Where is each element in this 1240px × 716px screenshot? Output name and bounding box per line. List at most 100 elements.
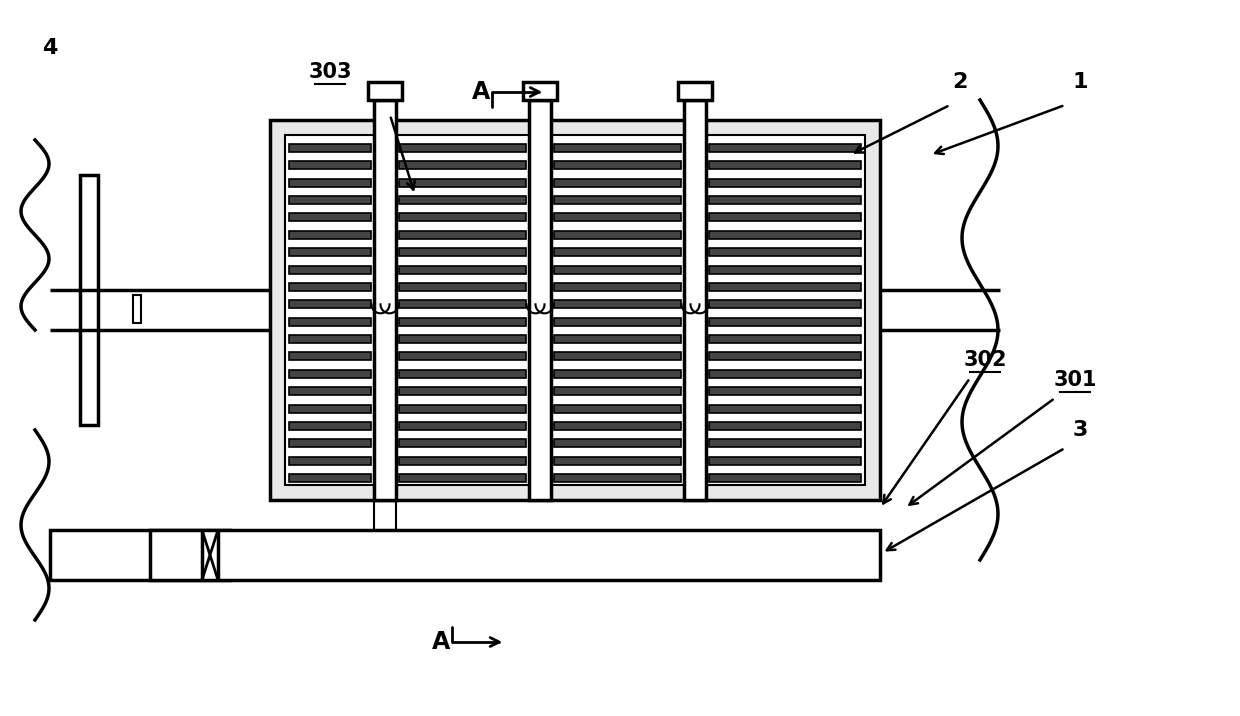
Text: 2: 2 [952, 72, 967, 92]
Bar [399, 161, 526, 170]
Bar [554, 144, 681, 152]
Bar [709, 387, 861, 395]
Bar [289, 369, 371, 378]
Bar [270, 120, 880, 500]
Bar [709, 422, 861, 430]
Bar [554, 387, 681, 395]
Bar [554, 213, 681, 221]
Bar [399, 144, 526, 152]
Bar [529, 100, 551, 500]
Bar [554, 422, 681, 430]
Bar [554, 474, 681, 482]
Bar [289, 144, 371, 152]
Text: A: A [432, 630, 450, 654]
Bar [399, 439, 526, 448]
Bar [709, 161, 861, 170]
Bar [289, 457, 371, 465]
Bar [289, 300, 371, 309]
Bar [399, 318, 526, 326]
Bar [289, 283, 371, 291]
Bar [150, 530, 880, 580]
Bar [709, 405, 861, 412]
Bar [709, 144, 861, 152]
Bar [399, 422, 526, 430]
Bar [554, 335, 681, 343]
Bar [554, 369, 681, 378]
Bar [289, 179, 371, 187]
Text: 301: 301 [1053, 370, 1096, 390]
Text: 1: 1 [1073, 72, 1087, 92]
Bar [554, 439, 681, 448]
Text: 3: 3 [1073, 420, 1087, 440]
Bar [289, 352, 371, 360]
Bar [554, 300, 681, 309]
Bar [289, 248, 371, 256]
Bar [289, 266, 371, 274]
Bar [709, 439, 861, 448]
Bar [289, 474, 371, 482]
Bar [399, 196, 526, 204]
Bar [399, 179, 526, 187]
Text: 4: 4 [42, 38, 58, 58]
Bar [709, 474, 861, 482]
Text: A: A [471, 80, 490, 104]
Bar [709, 457, 861, 465]
Bar [289, 231, 371, 239]
Bar [554, 196, 681, 204]
Bar [399, 387, 526, 395]
Bar [554, 405, 681, 412]
Bar [399, 457, 526, 465]
Bar [554, 266, 681, 274]
Bar [289, 422, 371, 430]
Bar [399, 300, 526, 309]
Bar [368, 82, 402, 100]
Bar [554, 283, 681, 291]
Bar [399, 283, 526, 291]
Bar [709, 196, 861, 204]
Bar [289, 439, 371, 448]
Bar [684, 100, 706, 500]
Text: 303: 303 [309, 62, 352, 82]
Bar [374, 100, 396, 500]
Bar [289, 318, 371, 326]
Bar [709, 335, 861, 343]
Bar [554, 352, 681, 360]
Bar [554, 457, 681, 465]
Bar [285, 135, 866, 485]
Bar [399, 213, 526, 221]
Bar [289, 335, 371, 343]
Bar [709, 318, 861, 326]
Bar [399, 231, 526, 239]
Bar [709, 369, 861, 378]
Bar [289, 213, 371, 221]
Bar [399, 266, 526, 274]
Bar [399, 474, 526, 482]
Bar [289, 196, 371, 204]
Bar [399, 248, 526, 256]
Bar [399, 369, 526, 378]
Bar [289, 387, 371, 395]
Bar [554, 318, 681, 326]
Bar [709, 266, 861, 274]
Bar [709, 283, 861, 291]
Bar [399, 352, 526, 360]
Bar [709, 300, 861, 309]
Bar [399, 405, 526, 412]
Bar [709, 213, 861, 221]
Bar [554, 248, 681, 256]
Bar [289, 161, 371, 170]
Bar [709, 248, 861, 256]
Bar [523, 82, 557, 100]
Bar [133, 295, 141, 323]
Bar [709, 231, 861, 239]
Bar [678, 82, 712, 100]
Bar [709, 179, 861, 187]
Bar [709, 352, 861, 360]
Bar [554, 161, 681, 170]
Bar [554, 179, 681, 187]
Bar [289, 405, 371, 412]
Bar [50, 530, 229, 580]
Bar [81, 175, 98, 425]
Text: 302: 302 [963, 350, 1007, 370]
Bar [554, 231, 681, 239]
